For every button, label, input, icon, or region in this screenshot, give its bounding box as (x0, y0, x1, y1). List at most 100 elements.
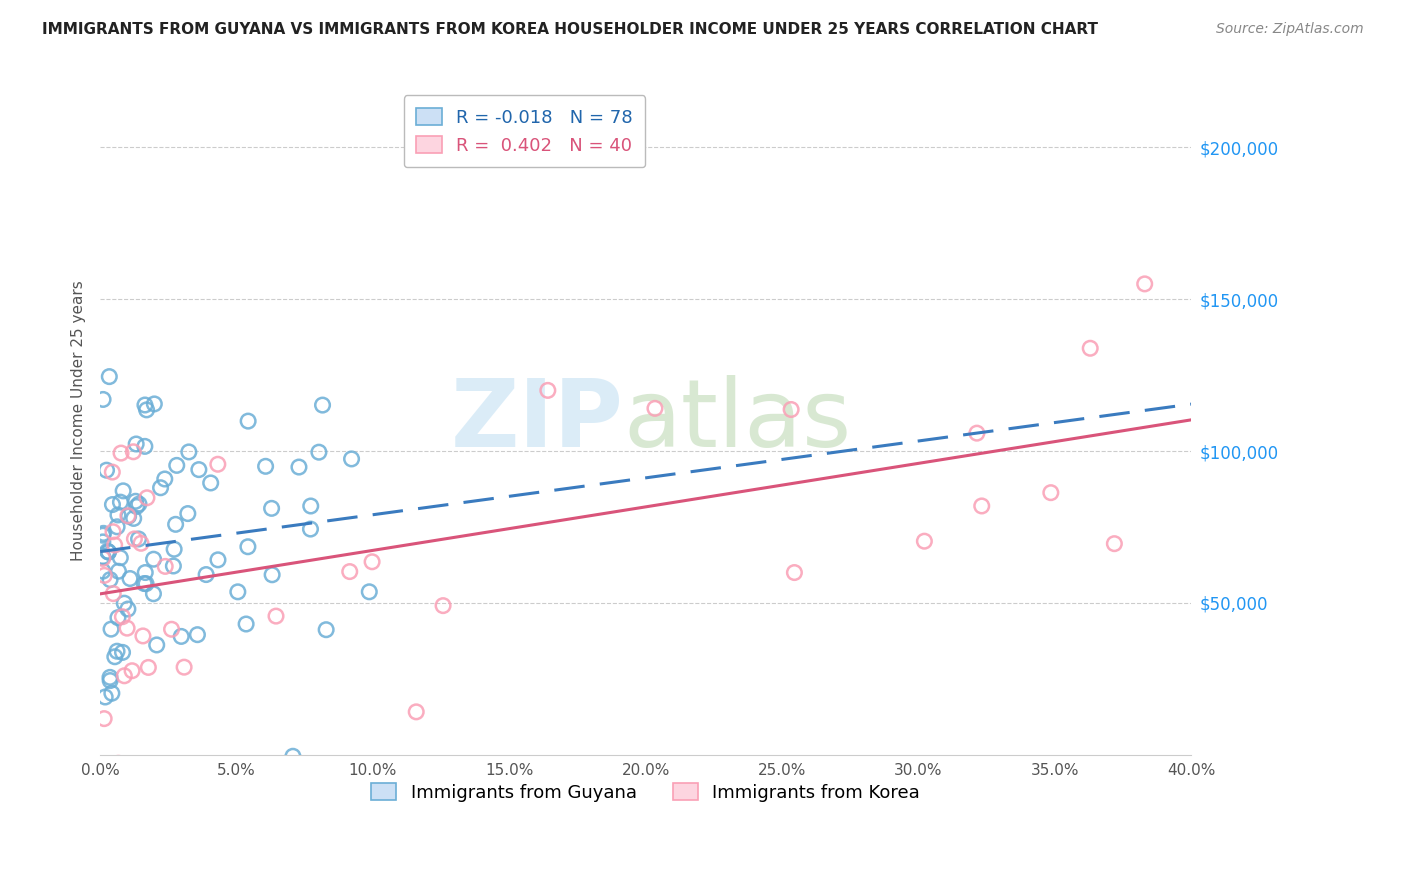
Point (128, 532, 150, 546)
Point (136, 491, 159, 505)
Point (122, 444, 145, 458)
Point (112, 483, 135, 498)
Point (1104, 536, 1126, 550)
Point (91, 564, 114, 578)
Point (149, 481, 172, 495)
Point (153, 472, 176, 486)
Point (104, 538, 127, 552)
Point (107, 610, 129, 624)
Point (110, 550, 132, 565)
Point (142, 587, 165, 601)
Point (91, 551, 114, 566)
Point (340, 451, 363, 466)
Y-axis label: Householder Income Under 25 years: Householder Income Under 25 years (72, 280, 86, 561)
Point (110, 495, 132, 509)
Point (315, 623, 337, 637)
Point (105, 520, 128, 534)
Point (98, 673, 121, 688)
Point (98, 369, 121, 384)
Point (170, 629, 193, 643)
Point (122, 511, 145, 525)
Point (112, 596, 135, 610)
Point (912, 534, 935, 549)
Text: ZIP: ZIP (451, 375, 624, 467)
Point (177, 445, 200, 459)
Point (145, 638, 167, 652)
Point (1133, 277, 1156, 291)
Point (134, 566, 156, 580)
Point (124, 494, 146, 508)
Point (311, 398, 333, 412)
Point (121, 664, 143, 678)
Point (96, 463, 118, 477)
Point (104, 649, 127, 664)
Point (200, 475, 222, 490)
Point (138, 660, 160, 674)
Point (129, 536, 152, 550)
Point (264, 609, 287, 624)
Point (165, 517, 187, 532)
Point (91, 535, 114, 549)
Point (115, 621, 138, 635)
Point (118, 572, 141, 586)
Point (254, 459, 277, 474)
Point (966, 426, 988, 441)
Point (166, 458, 188, 473)
Point (195, 567, 218, 582)
Point (163, 542, 186, 557)
Point (135, 402, 157, 417)
Point (236, 414, 259, 428)
Point (405, 705, 427, 719)
Point (187, 462, 209, 476)
Point (1039, 485, 1062, 500)
Point (260, 501, 283, 516)
Point (162, 559, 184, 574)
Point (339, 565, 361, 579)
Point (98, 670, 121, 684)
Point (160, 622, 183, 636)
Point (262, 567, 284, 582)
Point (94, 690, 117, 704)
Point (101, 686, 124, 700)
Point (105, 644, 128, 658)
Point (308, 445, 330, 459)
Point (155, 559, 177, 574)
Point (110, 446, 132, 460)
Point (644, 401, 666, 416)
Point (177, 507, 200, 521)
Point (91, 549, 114, 564)
Point (101, 465, 124, 479)
Legend: Immigrants from Guyana, Immigrants from Korea: Immigrants from Guyana, Immigrants from … (360, 772, 931, 813)
Point (100, 622, 122, 636)
Point (1078, 341, 1101, 355)
Point (128, 497, 150, 511)
Point (135, 576, 157, 591)
Point (780, 402, 803, 417)
Point (103, 587, 125, 601)
Point (281, 749, 304, 764)
Point (93, 712, 115, 726)
Point (124, 532, 146, 546)
Text: Source: ZipAtlas.com: Source: ZipAtlas.com (1216, 22, 1364, 37)
Point (111, 609, 134, 624)
Point (537, 384, 560, 398)
Point (96, 544, 118, 558)
Point (186, 628, 208, 642)
Point (134, 439, 156, 453)
Point (207, 457, 229, 471)
Point (236, 540, 259, 554)
Point (134, 398, 156, 412)
Point (134, 576, 156, 591)
Point (117, 509, 139, 524)
Point (125, 500, 148, 514)
Point (143, 397, 166, 411)
Point (132, 629, 155, 643)
Point (288, 460, 311, 475)
Point (361, 555, 384, 569)
Point (98, 573, 121, 587)
Point (107, 564, 129, 578)
Point (970, 499, 993, 513)
Point (111, 645, 134, 659)
Text: IMMIGRANTS FROM GUYANA VS IMMIGRANTS FROM KOREA HOUSEHOLDER INCOME UNDER 25 YEAR: IMMIGRANTS FROM GUYANA VS IMMIGRANTS FRO… (42, 22, 1098, 37)
Point (299, 522, 322, 536)
